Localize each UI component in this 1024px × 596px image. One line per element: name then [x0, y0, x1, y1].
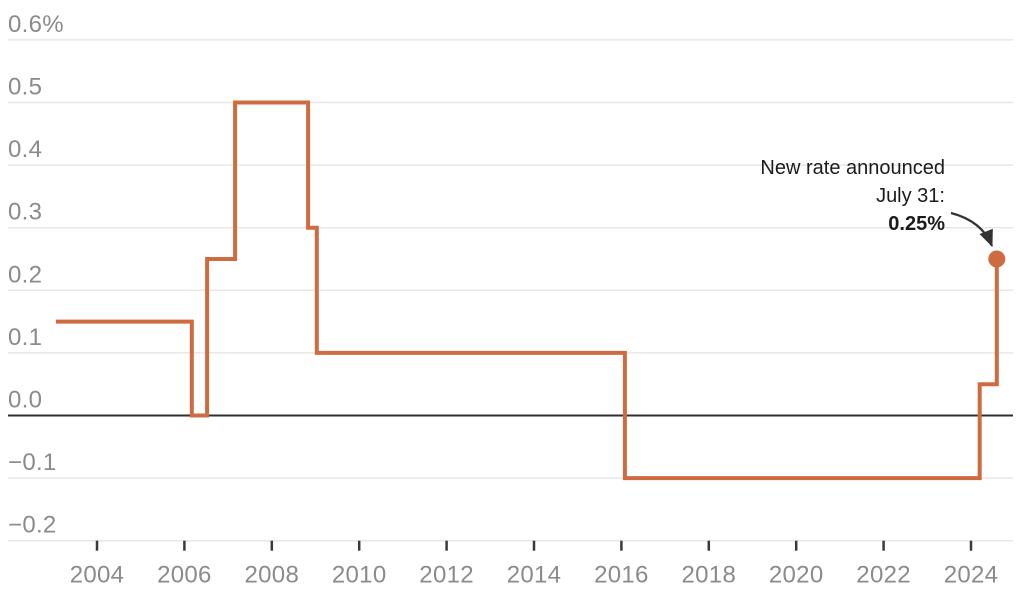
x-axis-label: 2018 [682, 562, 737, 589]
x-axis-label: 2014 [507, 562, 562, 589]
x-axis-label: 2012 [419, 562, 474, 589]
x-axis-label: 2022 [856, 562, 911, 589]
y-axis-label: 0.4 [8, 136, 42, 163]
x-axis-label: 2010 [332, 562, 387, 589]
y-axis-label: −0.2 [8, 512, 57, 539]
y-axis-label: 0.5 [8, 74, 42, 101]
x-axis-label: 2004 [70, 562, 125, 589]
x-axis-label: 2024 [944, 562, 999, 589]
x-axis-label: 2016 [594, 562, 649, 589]
annotation-rate-value: 0.25% [888, 213, 945, 235]
y-axis-label: 0.6% [8, 11, 64, 38]
policy-rate-line [55, 100, 999, 481]
x-axis-label: 2008 [245, 562, 300, 589]
annotation-text-line1: New rate announced [760, 157, 945, 179]
x-axis-label: 2006 [157, 562, 212, 589]
y-axis-label: 0.2 [8, 261, 42, 288]
y-axis-label: 0.1 [8, 324, 42, 351]
y-axis-label: −0.1 [8, 449, 57, 476]
annotation-arrow [950, 211, 994, 248]
annotation-callout: New rate announced July 31: 0.25% [760, 154, 945, 238]
y-axis-label: 0.3 [8, 199, 42, 226]
latest-rate-dot [988, 250, 1006, 268]
y-axis-label: 0.0 [8, 387, 42, 414]
x-axis-label: 2020 [769, 562, 824, 589]
annotation-text-line2: July 31: [876, 185, 945, 207]
